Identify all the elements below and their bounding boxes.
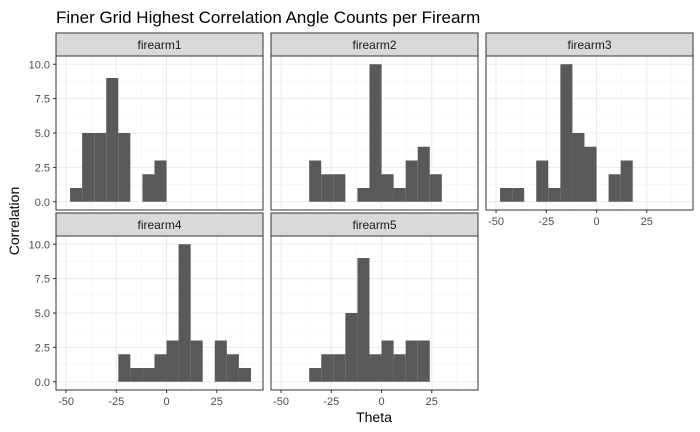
histogram-bar [333, 354, 346, 382]
strip-label-firearm3: firearm3 [567, 38, 611, 52]
histogram-bar [154, 160, 167, 202]
y-axis-title: Correlation [6, 187, 22, 255]
histogram-bar [548, 188, 561, 202]
x-axis-title: Theta [356, 409, 392, 425]
histogram-bar [70, 188, 83, 202]
histogram-bar [178, 244, 191, 382]
x-tick-label: -25 [538, 216, 554, 228]
histogram-bar [381, 174, 394, 202]
x-tick-label: 0 [163, 396, 169, 408]
histogram-bar [309, 160, 322, 202]
panel-firearm4: firearm4 0.0 2.5 5.0 7.5 10.0 -50 -25 0 25 [29, 212, 264, 408]
histogram-bar [608, 174, 621, 202]
strip-label-firearm1: firearm1 [137, 38, 181, 52]
x-tick-label: 0 [378, 396, 384, 408]
x-tick-label: 25 [641, 216, 653, 228]
histogram-bar [82, 133, 95, 202]
y-tick-label: 5.0 [35, 308, 50, 320]
panels-layer: firearm1 0.0 2.5 5.0 7.5 10.0 firearm2 firearm3… [29, 32, 694, 408]
panel-border [270, 55, 479, 211]
x-tick-label: 0 [593, 216, 599, 228]
histogram-bar [321, 354, 334, 382]
x-tick-label: -50 [58, 396, 74, 408]
y-tick-label: 10.0 [29, 59, 50, 71]
histogram-bar [190, 340, 203, 382]
histogram-bar [369, 64, 382, 202]
histogram-bar [154, 354, 167, 382]
x-tick-label: -25 [323, 396, 339, 408]
y-tick-label: 10.0 [29, 239, 50, 251]
histogram-bar [166, 340, 179, 382]
panel-border [270, 235, 479, 391]
histogram-bar [357, 188, 370, 202]
y-tick-label: 5.0 [35, 128, 50, 140]
y-tick-label: 7.5 [35, 274, 50, 286]
y-tick-label: 7.5 [35, 94, 50, 106]
histogram-bar [226, 354, 239, 382]
panel-firearm5: firearm5 -50 -25 0 25 [270, 212, 479, 408]
strip-label-firearm4: firearm4 [137, 218, 181, 232]
panel-firearm3: firearm3 -50 -25 0 25 [485, 32, 694, 228]
panel-firearm2: firearm2 [270, 32, 479, 211]
histogram-bar [142, 368, 155, 382]
histogram-bar [130, 368, 143, 382]
histogram-bar [321, 174, 334, 202]
histogram-bar [417, 146, 430, 202]
histogram-bar [118, 354, 131, 382]
y-tick-label: 2.5 [35, 342, 50, 354]
histogram-bar [381, 340, 394, 382]
x-tick-label: -50 [488, 216, 504, 228]
histogram-bar [417, 340, 430, 382]
y-tick-label: 2.5 [35, 162, 50, 174]
x-tick-label: 25 [211, 396, 223, 408]
histogram-bar [309, 368, 322, 382]
histogram-bar [106, 78, 119, 202]
histogram-bar [572, 133, 585, 202]
strip-label-firearm2: firearm2 [352, 38, 396, 52]
histogram-bar [500, 188, 513, 202]
histogram-bar [369, 354, 382, 382]
y-tick-label: 0.0 [35, 377, 50, 389]
histogram-bar [429, 174, 442, 202]
histogram-bar [238, 368, 251, 382]
histogram-bar [620, 160, 633, 202]
histogram-bar [333, 174, 346, 202]
chart-title: Finer Grid Highest Correlation Angle Cou… [56, 8, 480, 27]
histogram-bar [142, 174, 155, 202]
histogram-bar [393, 354, 406, 382]
histogram-bar [512, 188, 525, 202]
histogram-bar [405, 340, 418, 382]
x-tick-label: -25 [108, 396, 124, 408]
histogram-bar [214, 340, 227, 382]
histogram-bar [560, 64, 573, 202]
histogram-bar [345, 313, 358, 382]
y-tick-label: 0.0 [35, 197, 50, 209]
histogram-bar [393, 188, 406, 202]
strip-label-firearm5: firearm5 [352, 218, 396, 232]
x-tick-label: 25 [426, 396, 438, 408]
x-tick-label: -50 [273, 396, 289, 408]
histogram-bar [584, 146, 597, 202]
panel-firearm1: firearm1 0.0 2.5 5.0 7.5 10.0 [29, 32, 264, 211]
histogram-bar [94, 133, 107, 202]
histogram-bar [118, 133, 131, 202]
histogram-bar [405, 160, 418, 202]
histogram-bar [536, 160, 549, 202]
panel-border [485, 55, 694, 211]
histogram-bar [357, 258, 370, 382]
